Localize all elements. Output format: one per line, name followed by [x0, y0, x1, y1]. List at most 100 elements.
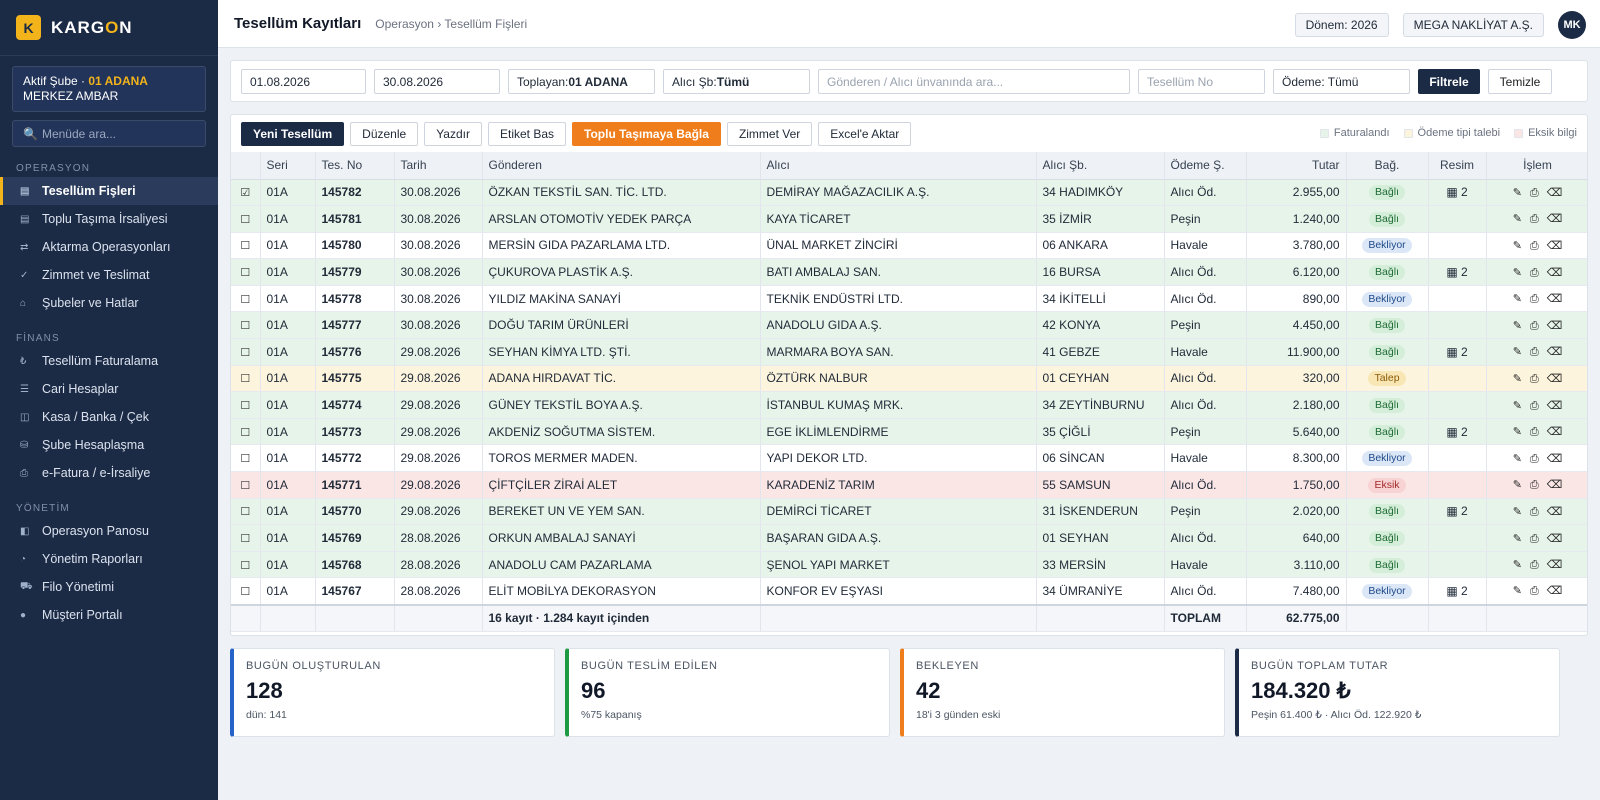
camera-icon[interactable]: ▦ — [1446, 504, 1461, 519]
camera-icon[interactable]: ▦ — [1446, 344, 1461, 359]
row-checkbox-cell[interactable]: ☐ — [231, 551, 261, 579]
delete-icon[interactable]: ⌫ — [1546, 585, 1563, 598]
receipt-no-input[interactable]: Tesellüm No — [1138, 69, 1265, 94]
active-branch[interactable]: Aktif Şube · 01 ADANA MERKEZ AMBAR — [12, 66, 206, 112]
table-row[interactable]: ☐ 01A 145776 29.08.2026 SEYHAN KİMYA LTD. ŞT… — [231, 338, 1587, 366]
column-header[interactable]: Alıcı Şb. — [1036, 152, 1165, 180]
table-row[interactable]: ☐ 01A 145772 29.08.2026 TOROS MERMER MADEN. Y… — [231, 444, 1587, 473]
assign-button[interactable]: Zimmet Ver — [726, 122, 813, 146]
row-checkbox-cell[interactable]: ☐ — [231, 498, 261, 526]
delete-icon[interactable]: ⌫ — [1546, 479, 1563, 492]
receipt-no-cell[interactable]: 145770 — [315, 498, 395, 526]
payment-select[interactable]: Ödeme: Tümü — [1273, 69, 1410, 94]
table-row[interactable]: ☐ 01A 145767 28.08.2026 ELİT MOBİLYA DEKORAS… — [231, 577, 1587, 605]
receipt-no-cell[interactable]: 145779 — [315, 258, 395, 286]
sidebar-item[interactable]: ⎙ e-Fatura / e-İrsaliye — [0, 459, 218, 487]
delete-icon[interactable]: ⌫ — [1546, 372, 1563, 385]
receiver-branch-select[interactable]: Alıcı Şb: Tümü — [663, 69, 810, 94]
edit-icon[interactable]: ✎ — [1512, 372, 1522, 385]
column-header[interactable]: Bağ. — [1346, 152, 1429, 180]
receipt-no-cell[interactable]: 145781 — [315, 205, 395, 233]
camera-icon[interactable]: ▦ — [1446, 424, 1461, 439]
row-checkbox-cell[interactable]: ☐ — [231, 258, 261, 286]
row-checkbox[interactable]: ☐ — [240, 240, 251, 253]
row-checkbox-cell[interactable]: ☐ — [231, 577, 261, 605]
delete-icon[interactable]: ⌫ — [1546, 239, 1563, 252]
row-checkbox[interactable]: ☐ — [240, 267, 251, 280]
sidebar-item[interactable]: ● Müşteri Portalı — [0, 601, 218, 629]
receipt-no-cell[interactable]: 145768 — [315, 551, 395, 579]
column-header[interactable]: Gönderen — [482, 152, 761, 180]
table-row[interactable]: ☐ 01A 145769 28.08.2026 ORKUN AMBALAJ SANAYİ… — [231, 524, 1587, 552]
edit-icon[interactable]: ✎ — [1512, 479, 1522, 492]
print-icon[interactable]: ⎙ — [1529, 585, 1539, 598]
delete-icon[interactable]: ⌫ — [1546, 505, 1563, 518]
delete-icon[interactable]: ⌫ — [1546, 399, 1563, 412]
receipt-no-cell[interactable]: 145777 — [315, 311, 395, 340]
clear-button[interactable]: Temizle — [1488, 69, 1552, 94]
edit-icon[interactable]: ✎ — [1512, 186, 1522, 199]
column-header[interactable]: Resim — [1428, 152, 1487, 180]
row-checkbox[interactable]: ☐ — [240, 479, 251, 492]
row-checkbox[interactable]: ☐ — [240, 400, 251, 413]
row-checkbox[interactable]: ☐ — [240, 373, 251, 386]
print-label-button[interactable]: Etiket Bas — [487, 122, 567, 146]
receipt-no-cell[interactable]: 145771 — [315, 471, 395, 499]
sidebar-item[interactable]: ⛟ Filo Yönetimi — [0, 573, 218, 601]
print-icon[interactable]: ⎙ — [1529, 479, 1539, 492]
receipt-no-cell[interactable]: 145769 — [315, 524, 395, 552]
receipt-no-cell[interactable]: 145773 — [315, 418, 395, 446]
sidebar-item[interactable]: ◫ Kasa / Banka / Çek — [0, 403, 218, 431]
breadcrumb[interactable]: Operasyon › Tesellüm Fişleri — [375, 16, 528, 31]
row-checkbox[interactable]: ☐ — [240, 506, 251, 519]
edit-icon[interactable]: ✎ — [1512, 293, 1522, 306]
sidebar-item[interactable]: ▤ Tesellüm Fişleri — [0, 177, 218, 205]
table-row[interactable]: ☐ 01A 145770 29.08.2026 BEREKET UN VE YEM SA… — [231, 498, 1587, 526]
table-row[interactable]: ☐ 01A 145780 30.08.2026 MERSİN GIDA PAZARLAM… — [231, 232, 1587, 260]
print-icon[interactable]: ⎙ — [1529, 532, 1539, 545]
row-checkbox-cell[interactable]: ☐ — [231, 391, 261, 419]
column-header[interactable]: Seri — [260, 152, 316, 180]
table-row[interactable]: ☐ 01A 145768 28.08.2026 ANADOLU CAM PAZARLAM… — [231, 551, 1587, 579]
row-checkbox-cell[interactable]: ☐ — [231, 205, 261, 233]
collector-select[interactable]: Toplayan: 01 ADANA — [508, 69, 655, 94]
delete-icon[interactable]: ⌫ — [1546, 452, 1563, 465]
row-checkbox-cell[interactable]: ☑ — [231, 179, 261, 207]
sidebar-item[interactable]: ▤ Toplu Taşıma İrsaliyesi — [0, 205, 218, 233]
print-icon[interactable]: ⎙ — [1529, 559, 1539, 572]
export-excel-button[interactable]: Excel'e Aktar — [818, 122, 912, 146]
row-checkbox-cell[interactable]: ☐ — [231, 524, 261, 552]
table-row[interactable]: ☐ 01A 145771 29.08.2026 ÇİFTÇİLER ZİRAİ ALET… — [231, 471, 1587, 499]
receipt-no-cell[interactable]: 145774 — [315, 391, 395, 419]
delete-icon[interactable]: ⌫ — [1546, 293, 1563, 306]
camera-icon[interactable]: ▦ — [1446, 265, 1461, 280]
row-checkbox-cell[interactable]: ☐ — [231, 232, 261, 260]
column-header[interactable]: Ödeme Ş. — [1164, 152, 1247, 180]
print-icon[interactable]: ⎙ — [1529, 372, 1539, 385]
filter-button[interactable]: Filtrele — [1418, 69, 1480, 94]
receipt-no-cell[interactable]: 145772 — [315, 444, 395, 473]
column-header[interactable]: Alıcı — [760, 152, 1037, 180]
edit-icon[interactable]: ✎ — [1512, 505, 1522, 518]
sidebar-item[interactable]: ◧ Operasyon Panosu — [0, 517, 218, 545]
print-icon[interactable]: ⎙ — [1529, 266, 1539, 279]
table-row[interactable]: ☐ 01A 145775 29.08.2026 ADANA HIRDAVAT TİC. Ö… — [231, 365, 1587, 393]
sidebar-item[interactable]: ◔ Yönetim Raporları — [0, 545, 218, 573]
row-checkbox-cell[interactable]: ☐ — [231, 365, 261, 393]
column-header[interactable]: İşlem — [1486, 152, 1587, 180]
receipt-no-cell[interactable]: 145780 — [315, 232, 395, 260]
table-row[interactable]: ☐ 01A 145777 30.08.2026 DOĞU TARIM ÜRÜNLERİ A… — [231, 311, 1587, 340]
column-header[interactable]: Tarih — [394, 152, 483, 180]
print-icon[interactable]: ⎙ — [1529, 505, 1539, 518]
edit-icon[interactable]: ✎ — [1512, 559, 1522, 572]
table-row[interactable]: ☑ 01A 145782 30.08.2026 ÖZKAN TEKSTİL SAN. T… — [231, 179, 1587, 207]
row-checkbox-cell[interactable]: ☐ — [231, 471, 261, 499]
row-checkbox[interactable]: ☐ — [240, 453, 251, 466]
row-checkbox[interactable]: ☑ — [240, 187, 251, 200]
sidebar-item[interactable]: ₺ Tesellüm Faturalama — [0, 347, 218, 375]
receipt-no-cell[interactable]: 145775 — [315, 365, 395, 393]
print-icon[interactable]: ⎙ — [1529, 426, 1539, 439]
sidebar-item[interactable]: ✓ Zimmet ve Teslimat — [0, 261, 218, 289]
table-row[interactable]: ☐ 01A 145781 30.08.2026 ARSLAN OTOMOTİV YEDE… — [231, 205, 1587, 233]
print-icon[interactable]: ⎙ — [1529, 399, 1539, 412]
